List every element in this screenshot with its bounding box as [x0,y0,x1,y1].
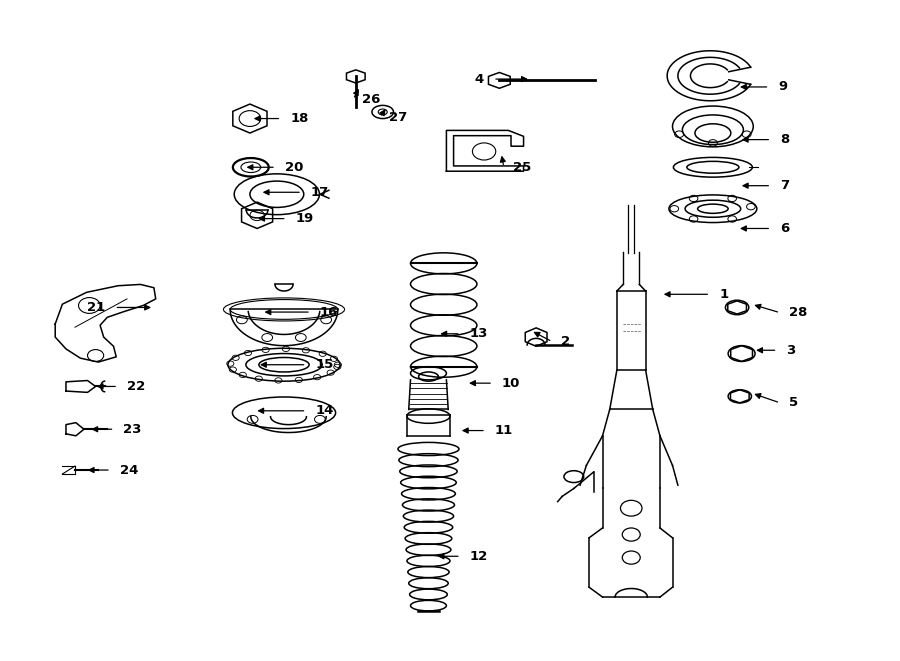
Text: 16: 16 [320,305,338,319]
Text: 15: 15 [315,358,334,371]
Text: 26: 26 [362,93,381,106]
Text: 14: 14 [315,405,334,417]
Text: 18: 18 [291,112,309,125]
Text: 17: 17 [310,186,329,199]
Text: 8: 8 [780,133,789,146]
Text: 21: 21 [87,301,105,314]
Text: 5: 5 [789,397,798,409]
Text: 7: 7 [780,179,789,192]
Text: 11: 11 [495,424,513,437]
Text: 19: 19 [296,212,314,225]
Text: 23: 23 [123,423,142,436]
Text: 9: 9 [778,81,788,93]
Text: 27: 27 [389,111,407,124]
Text: 10: 10 [502,377,520,389]
Text: 20: 20 [285,161,303,174]
Text: 2: 2 [562,335,571,348]
Text: 4: 4 [475,73,484,85]
Text: 6: 6 [780,222,789,235]
Text: 25: 25 [513,161,531,174]
Text: 28: 28 [789,306,807,319]
Text: 13: 13 [470,327,488,340]
Text: 22: 22 [127,380,145,393]
Text: 12: 12 [470,550,488,563]
Text: 3: 3 [787,344,796,357]
Text: 1: 1 [719,288,728,301]
Text: 24: 24 [120,463,139,477]
